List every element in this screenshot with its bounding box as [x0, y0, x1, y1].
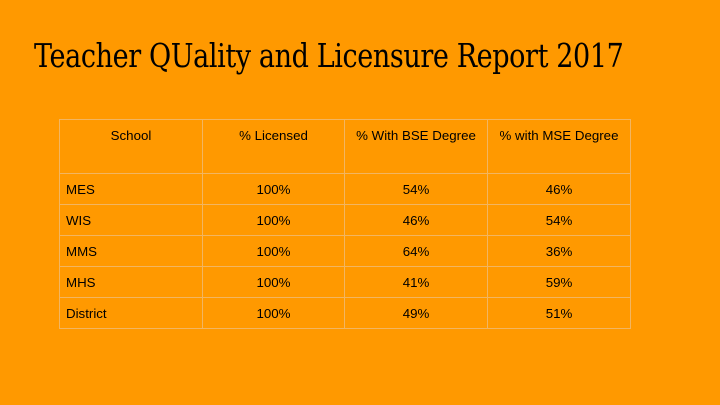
table-row: MHS 100% 41% 59%	[59, 266, 631, 298]
cell-mse: 46%	[487, 173, 631, 205]
header-row: School % Licensed % With BSE Degree % wi…	[59, 119, 631, 174]
cell-bse: 41%	[344, 266, 488, 298]
cell-bse: 49%	[344, 297, 488, 329]
cell-mse: 59%	[487, 266, 631, 298]
cell-licensed: 100%	[202, 173, 345, 205]
cell-licensed: 100%	[202, 297, 345, 329]
cell-bse: 46%	[344, 204, 488, 236]
header-bse-degree: % With BSE Degree	[344, 119, 488, 174]
cell-mse: 54%	[487, 204, 631, 236]
cell-school: MMS	[59, 235, 203, 267]
cell-mse: 51%	[487, 297, 631, 329]
page-title: Teacher QUality and Licensure Report 201…	[34, 36, 624, 75]
cell-bse: 64%	[344, 235, 488, 267]
table-row: WIS 100% 46% 54%	[59, 204, 631, 236]
licensure-table: School % Licensed % With BSE Degree % wi…	[59, 119, 631, 329]
table-header: School % Licensed % With BSE Degree % wi…	[59, 119, 631, 174]
header-school: School	[59, 119, 203, 174]
cell-licensed: 100%	[202, 266, 345, 298]
table-row: MES 100% 54% 46%	[59, 173, 631, 205]
table-body: MES 100% 54% 46% WIS 100% 46% 54% MMS 10…	[59, 173, 631, 329]
cell-school: MHS	[59, 266, 203, 298]
table-row: District 100% 49% 51%	[59, 297, 631, 329]
table-row: MMS 100% 64% 36%	[59, 235, 631, 267]
cell-licensed: 100%	[202, 235, 345, 267]
cell-school: MES	[59, 173, 203, 205]
cell-school: District	[59, 297, 203, 329]
cell-licensed: 100%	[202, 204, 345, 236]
header-licensed: % Licensed	[202, 119, 345, 174]
cell-bse: 54%	[344, 173, 488, 205]
cell-school: WIS	[59, 204, 203, 236]
cell-mse: 36%	[487, 235, 631, 267]
header-mse-degree: % with MSE Degree	[487, 119, 631, 174]
